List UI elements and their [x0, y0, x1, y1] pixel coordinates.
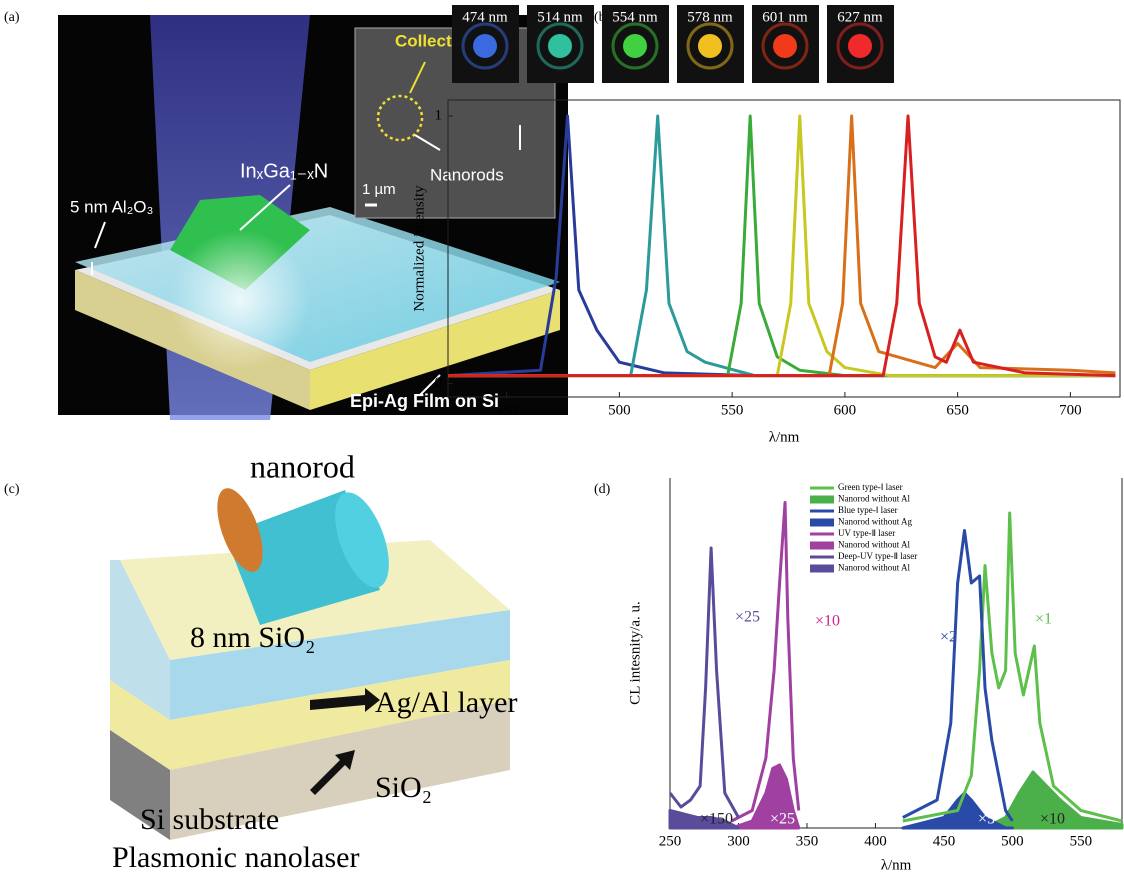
- swatch-spot: [623, 34, 647, 58]
- x-tick-label: 350: [796, 833, 819, 849]
- legend-label: Nanorod without Al: [838, 540, 910, 550]
- annotation: InₓGa₁₋ₓN: [240, 160, 328, 182]
- annotation: Nanorods: [430, 165, 504, 184]
- panel-label: (d): [594, 482, 611, 497]
- illustration-c: [110, 482, 510, 840]
- line: [732, 503, 799, 822]
- plot-frame: [670, 478, 1122, 828]
- swatch-spot: [698, 34, 722, 58]
- y-tick-label: 1: [435, 107, 443, 123]
- swatch-spot: [473, 34, 497, 58]
- legend-swatch: [810, 542, 834, 550]
- swatch-label: 554 nm: [612, 9, 658, 25]
- annotation: ×2: [940, 629, 957, 646]
- annotation: 1 µm: [362, 181, 396, 198]
- annotation: ×150: [700, 811, 733, 828]
- annotation: ×25: [770, 811, 795, 828]
- x-tick-label: 600: [834, 402, 857, 418]
- annotation: Plasmonic nanolaser: [112, 841, 359, 874]
- line: [670, 548, 738, 818]
- y-tick-label: 0: [435, 375, 443, 391]
- swatch-label: 627 nm: [837, 9, 883, 25]
- legend-label: Nanorod without Al: [838, 563, 910, 573]
- x-tick-label: 250: [659, 833, 682, 849]
- swatch-label: 474 nm: [462, 9, 508, 25]
- x-tick-label: 700: [1059, 402, 1082, 418]
- annotation: 8 nm SiO₂: [190, 621, 315, 654]
- annotation: SiO₂: [375, 771, 432, 804]
- swatch-label: 601 nm: [762, 9, 808, 25]
- legend-label: Nanorod without Al: [838, 494, 910, 504]
- swatch-spot: [773, 34, 797, 58]
- annotation: nanorod: [250, 448, 355, 484]
- legend-label: UV type-Ⅱ laser: [838, 528, 895, 538]
- legend-swatch: [810, 496, 834, 504]
- x-axis-label: λ/nm: [769, 429, 800, 445]
- annotation: Si substrate: [140, 803, 279, 836]
- annotation: ×10: [815, 613, 840, 630]
- swatch-spot: [548, 34, 572, 58]
- legend-label: Blue type-Ⅰ laser: [838, 505, 898, 515]
- annotation: Epi-Ag Film on Si: [350, 391, 499, 411]
- line: [903, 513, 1122, 821]
- x-tick-label: 450: [933, 833, 956, 849]
- swatch-label: 514 nm: [537, 9, 583, 25]
- x-tick-label: 650: [946, 402, 969, 418]
- annotation: ×25: [735, 609, 760, 626]
- annotation: ×1: [1035, 611, 1052, 628]
- legend-label: Nanorod without Ag: [838, 517, 912, 527]
- x-tick-label: 450: [495, 402, 518, 418]
- legend-label: Deep-UV type-Ⅱ laser: [838, 551, 917, 561]
- y-axis-label: CL intesnity/a. u.: [627, 601, 643, 705]
- annotation: 5 nm Al₂O₃: [70, 197, 153, 216]
- x-tick-label: 500: [608, 402, 631, 418]
- swatch-spot: [848, 34, 872, 58]
- legend-swatch: [810, 565, 834, 573]
- x-tick-label: 400: [864, 833, 887, 849]
- annotation: ×10: [1040, 811, 1065, 828]
- panel-label: (a): [4, 10, 20, 25]
- legend-swatch: [810, 519, 834, 527]
- x-tick-label: 300: [727, 833, 750, 849]
- legend-label: Green type-Ⅰ laser: [838, 482, 903, 492]
- x-tick-label: 500: [1001, 833, 1024, 849]
- figure: (a) (b) (c) (d) Collection Area InₓGa₁₋ₓ…: [0, 0, 1124, 876]
- y-axis-label: Normalized intensity: [411, 185, 427, 312]
- swatch-label: 578 nm: [687, 9, 733, 25]
- annotation: ×5: [978, 811, 995, 828]
- x-tick-label: 550: [1070, 833, 1093, 849]
- panel-label: (c): [4, 482, 20, 497]
- annotation: Ag/Al layer: [375, 686, 517, 719]
- x-tick-label: 550: [721, 402, 744, 418]
- x-axis-label: λ/nm: [881, 857, 912, 873]
